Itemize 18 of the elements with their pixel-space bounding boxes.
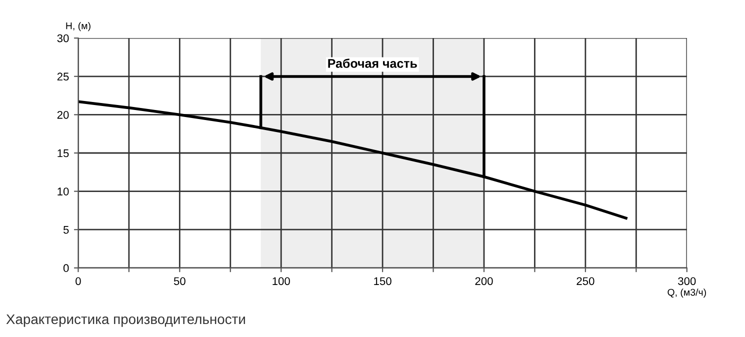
x-tick-label: 50 — [174, 277, 186, 286]
x-tick-label: 250 — [576, 277, 594, 286]
y-axis-title: H, (м) — [66, 22, 90, 32]
y-tick-label: 20 — [57, 110, 69, 119]
x-tick-label: 150 — [374, 277, 392, 286]
text: Характеристика производительности — [6, 314, 245, 327]
y-tick-label: 5 — [63, 226, 69, 234]
x-tick-label: 200 — [475, 277, 493, 286]
x-tick-label: 300 — [678, 277, 696, 286]
y-tick-label: 30 — [57, 34, 69, 42]
y-tick-label: 10 — [58, 188, 69, 196]
y-tick-label: 25 — [57, 72, 69, 81]
y-tick-label: 15 — [58, 149, 69, 158]
y-tick-label: 0 — [63, 264, 69, 272]
x-axis-title: Q, (м3/ч) — [668, 288, 706, 298]
x-tick-label: 0 — [76, 277, 81, 286]
x-tick-label: 100 — [272, 277, 290, 286]
band-label: Рабочая часть — [328, 58, 417, 68]
